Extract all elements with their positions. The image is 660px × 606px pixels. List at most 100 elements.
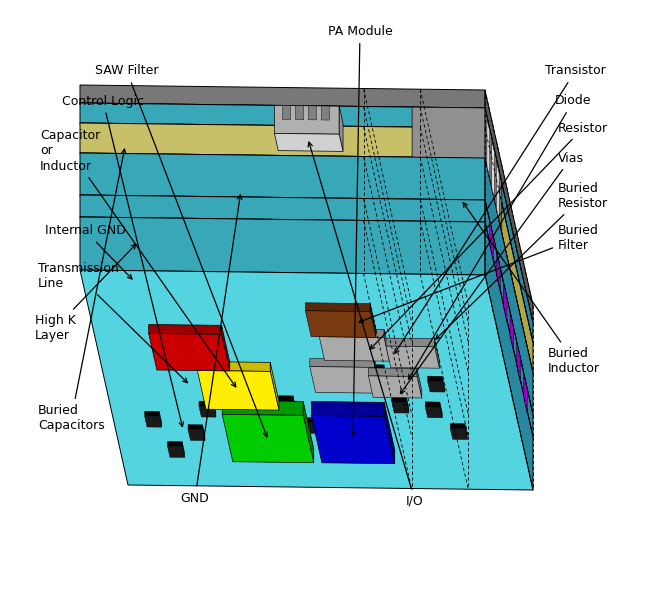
Polygon shape	[485, 90, 533, 323]
Polygon shape	[148, 324, 222, 335]
Polygon shape	[145, 416, 162, 427]
Text: Control Logic: Control Logic	[62, 95, 183, 427]
Polygon shape	[384, 330, 389, 361]
Polygon shape	[232, 262, 286, 374]
Polygon shape	[392, 402, 409, 413]
Polygon shape	[319, 328, 384, 338]
Polygon shape	[490, 292, 494, 336]
Polygon shape	[185, 261, 239, 374]
Polygon shape	[279, 401, 296, 411]
Polygon shape	[385, 258, 482, 283]
Polygon shape	[400, 324, 497, 350]
Polygon shape	[222, 415, 314, 463]
Polygon shape	[261, 244, 286, 374]
Polygon shape	[523, 372, 527, 413]
Text: Capacitor
or
Inductor: Capacitor or Inductor	[40, 130, 236, 387]
Polygon shape	[308, 106, 317, 120]
Polygon shape	[392, 315, 494, 336]
Polygon shape	[378, 248, 479, 269]
Polygon shape	[296, 105, 304, 120]
Polygon shape	[368, 376, 422, 398]
Polygon shape	[485, 108, 502, 238]
Polygon shape	[242, 374, 256, 379]
Polygon shape	[98, 132, 178, 163]
Polygon shape	[214, 401, 216, 417]
Polygon shape	[485, 108, 533, 343]
Polygon shape	[504, 359, 509, 402]
Polygon shape	[442, 376, 445, 392]
Polygon shape	[182, 442, 185, 458]
Polygon shape	[368, 370, 385, 381]
Polygon shape	[188, 430, 205, 441]
Text: SAW Filter: SAW Filter	[95, 64, 267, 437]
Polygon shape	[80, 153, 533, 373]
Polygon shape	[80, 195, 485, 222]
Polygon shape	[203, 425, 205, 441]
Polygon shape	[303, 401, 313, 463]
Polygon shape	[497, 325, 501, 369]
Polygon shape	[378, 414, 380, 430]
Polygon shape	[490, 222, 494, 262]
Polygon shape	[185, 244, 214, 262]
Polygon shape	[188, 425, 203, 430]
Polygon shape	[310, 359, 375, 367]
Text: Buried
Inductor: Buried Inductor	[463, 202, 600, 375]
Polygon shape	[425, 407, 442, 418]
Polygon shape	[148, 333, 230, 371]
Polygon shape	[375, 359, 380, 393]
Polygon shape	[496, 162, 499, 221]
Polygon shape	[139, 261, 193, 373]
Polygon shape	[108, 139, 151, 153]
Polygon shape	[312, 416, 395, 464]
Polygon shape	[168, 442, 182, 447]
Polygon shape	[478, 311, 485, 360]
Polygon shape	[380, 310, 478, 325]
Polygon shape	[199, 401, 214, 407]
Polygon shape	[80, 123, 485, 158]
Polygon shape	[407, 382, 509, 402]
Polygon shape	[310, 367, 380, 393]
Polygon shape	[482, 259, 486, 302]
Polygon shape	[485, 200, 533, 437]
Polygon shape	[80, 123, 533, 343]
Polygon shape	[279, 262, 332, 375]
Polygon shape	[487, 119, 490, 178]
Polygon shape	[440, 402, 442, 418]
Polygon shape	[392, 397, 407, 402]
Polygon shape	[412, 162, 502, 238]
Text: Buried
Capacitors: Buried Capacitors	[38, 149, 126, 432]
Polygon shape	[407, 358, 504, 383]
Polygon shape	[270, 362, 279, 410]
Polygon shape	[428, 376, 442, 381]
Polygon shape	[168, 447, 185, 458]
Polygon shape	[308, 245, 332, 375]
Polygon shape	[312, 402, 384, 416]
Polygon shape	[289, 448, 306, 459]
Polygon shape	[510, 312, 513, 353]
Polygon shape	[503, 282, 507, 323]
Polygon shape	[400, 348, 501, 369]
Polygon shape	[275, 105, 339, 134]
Polygon shape	[353, 439, 368, 445]
Text: Resistor: Resistor	[370, 121, 608, 349]
Polygon shape	[308, 418, 322, 423]
Polygon shape	[106, 208, 213, 291]
Polygon shape	[319, 337, 389, 361]
Text: Transmission
Line: Transmission Line	[38, 262, 187, 382]
Polygon shape	[106, 196, 195, 209]
Polygon shape	[517, 342, 521, 383]
Polygon shape	[197, 362, 270, 371]
Polygon shape	[339, 106, 343, 152]
Polygon shape	[386, 338, 434, 347]
Polygon shape	[195, 198, 213, 291]
Polygon shape	[368, 368, 417, 376]
Polygon shape	[197, 370, 279, 410]
Polygon shape	[275, 133, 343, 152]
Polygon shape	[417, 368, 422, 398]
Polygon shape	[80, 270, 533, 490]
Polygon shape	[80, 195, 533, 415]
Polygon shape	[364, 414, 378, 419]
Polygon shape	[378, 224, 475, 250]
Polygon shape	[139, 243, 168, 261]
Polygon shape	[168, 243, 193, 373]
